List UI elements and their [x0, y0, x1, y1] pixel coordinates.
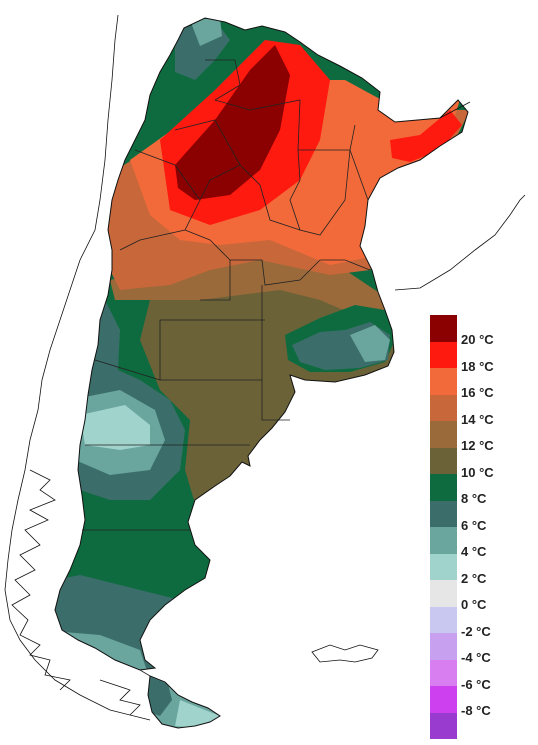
legend-swatch	[430, 659, 457, 686]
legend-row: 2 °C	[430, 553, 530, 585]
legend-swatch	[430, 686, 457, 713]
tierra-del-fuego-outline	[147, 675, 221, 729]
legend-row: 0 °C	[430, 580, 530, 612]
legend-label: -8 °C	[461, 703, 491, 718]
legend-swatch	[430, 606, 457, 633]
legend-label: -2 °C	[461, 623, 491, 639]
legend-label: 0 °C	[461, 597, 487, 612]
legend-row: -8 °C	[430, 686, 530, 718]
legend-label: 8 °C	[461, 491, 487, 506]
legend-row: -6 °C	[430, 659, 530, 691]
province-borders	[82, 59, 371, 677]
legend-row: 20 °C	[430, 315, 530, 347]
legend-row: 10 °C	[430, 447, 530, 479]
legend-row: 14 °C	[430, 394, 530, 426]
legend-row: -2 °C	[430, 606, 530, 638]
legend-label: 2 °C	[461, 570, 487, 586]
argentina-outline	[54, 17, 469, 671]
legend-label: 4 °C	[461, 544, 487, 559]
legend-swatch	[430, 712, 457, 739]
legend-label: 14 °C	[461, 411, 494, 427]
legend-row	[430, 712, 530, 739]
legend-label: 12 °C	[461, 438, 494, 453]
legend-row: -4 °C	[430, 633, 530, 665]
legend-swatch	[430, 527, 457, 554]
legend-swatch	[430, 553, 457, 580]
legend-row: 12 °C	[430, 421, 530, 453]
neighbor-outlines	[311, 101, 526, 663]
legend-label: 6 °C	[461, 517, 487, 533]
legend-swatch	[430, 394, 457, 421]
legend-label: 10 °C	[461, 464, 494, 480]
legend-row: 18 °C	[430, 341, 530, 373]
legend-label: 18 °C	[461, 358, 494, 374]
legend-row: 8 °C	[430, 474, 530, 506]
legend-label: -4 °C	[461, 650, 491, 665]
legend-row: 4 °C	[430, 527, 530, 559]
legend-swatch	[430, 474, 457, 501]
legend-swatch	[430, 368, 457, 395]
temperature-legend: 20 °C 18 °C 16 °C 14 °C 12 °C 10 °C 8 °C 6 °C 4 …	[430, 315, 530, 739]
legend-swatch	[430, 341, 457, 368]
tierra-del-fuego-field	[148, 676, 220, 728]
legend-swatch	[430, 500, 457, 527]
legend-swatch	[430, 447, 457, 474]
legend-swatch	[430, 633, 457, 660]
legend-label: -6 °C	[461, 676, 491, 692]
chile-coastline	[4, 14, 151, 721]
legend-label: 20 °C	[461, 332, 494, 347]
legend-row: 16 °C	[430, 368, 530, 400]
legend-swatch	[430, 315, 457, 342]
legend-swatch	[430, 580, 457, 607]
legend-row: 6 °C	[430, 500, 530, 532]
legend-swatch	[430, 421, 457, 448]
legend-label: 16 °C	[461, 385, 494, 400]
